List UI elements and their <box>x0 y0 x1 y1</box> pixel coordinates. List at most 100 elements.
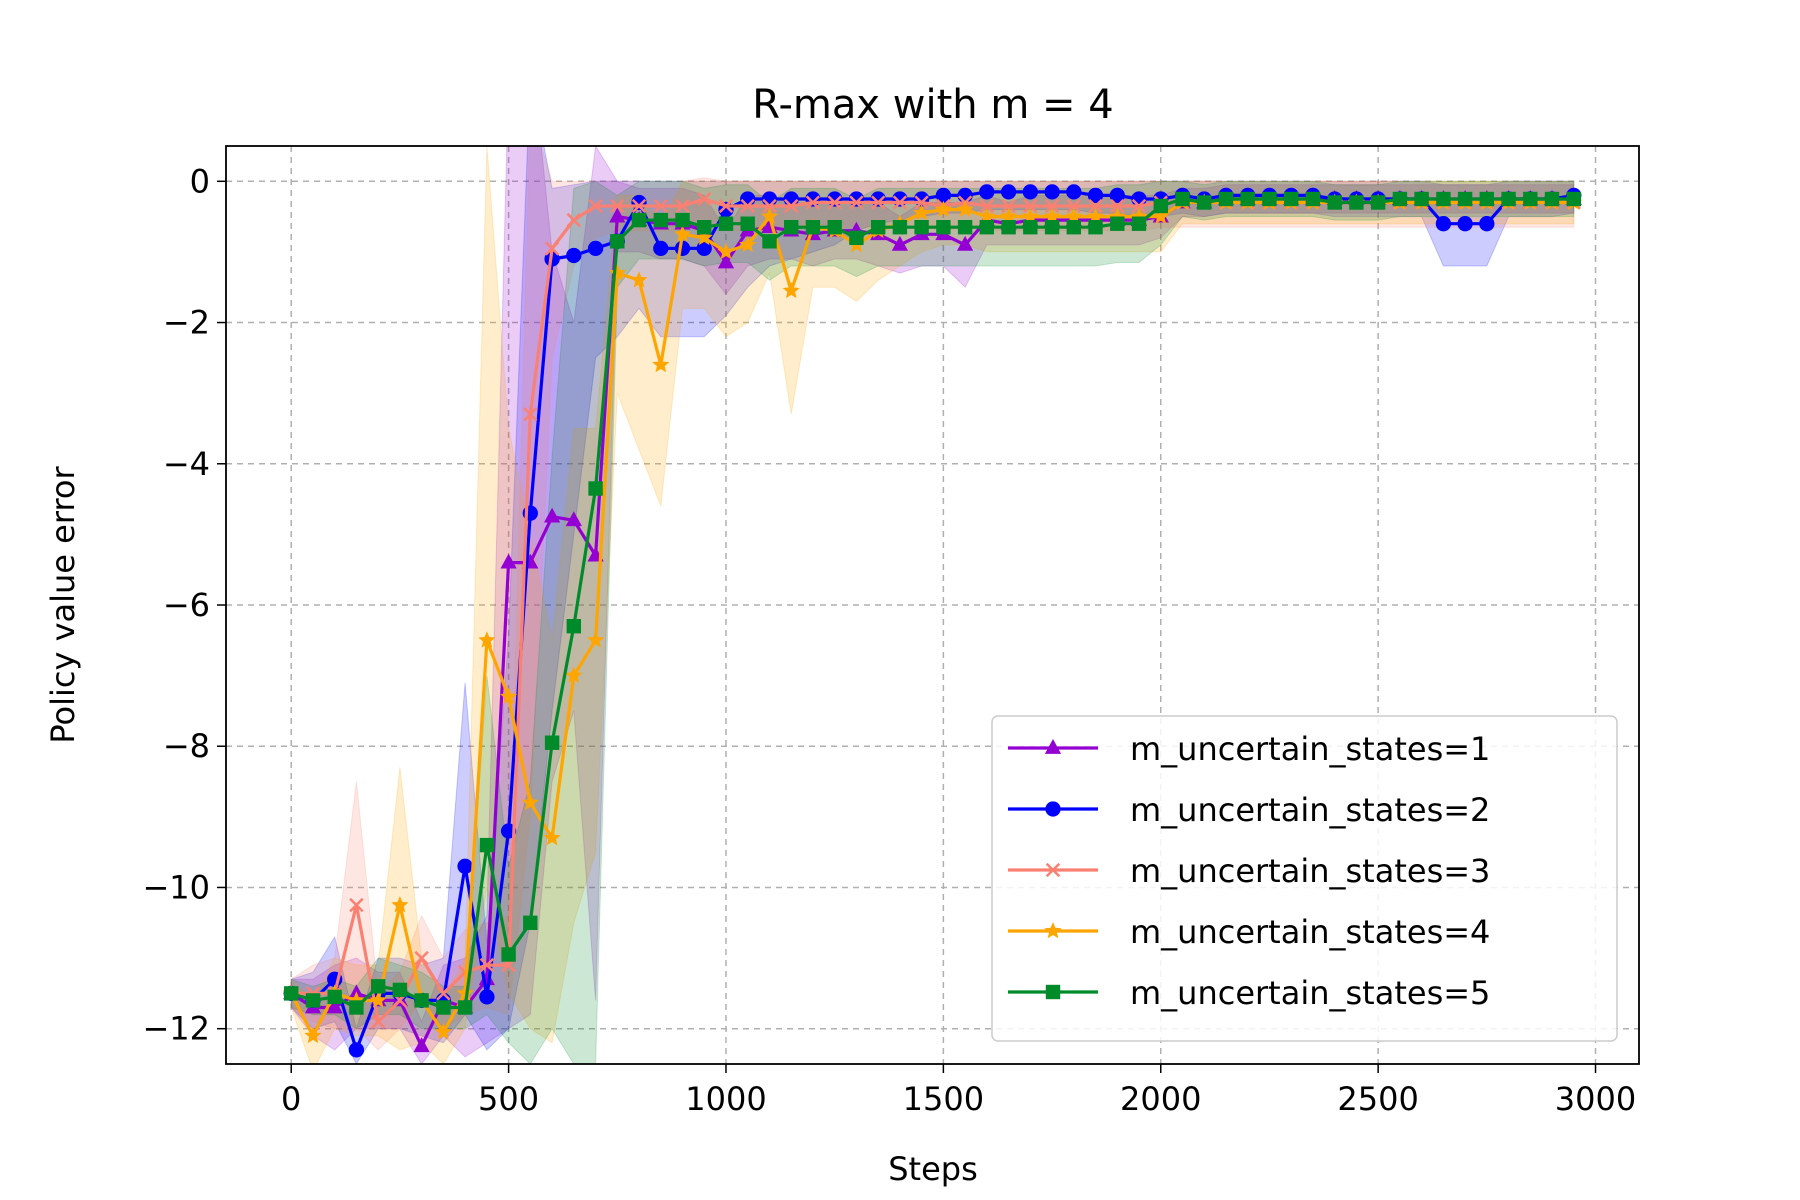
y-tick-label: −8 <box>163 727 210 765</box>
legend-marker <box>1044 739 1062 754</box>
legend-marker <box>1045 984 1061 1000</box>
data-point <box>348 1042 365 1058</box>
data-point <box>413 1037 430 1053</box>
data-point <box>935 187 952 204</box>
data-point <box>652 355 670 373</box>
data-point <box>631 198 647 214</box>
data-point <box>523 407 538 422</box>
legend-marker <box>1045 801 1061 817</box>
legend-marker <box>1044 922 1062 939</box>
data-point <box>739 235 757 253</box>
data-point <box>697 220 712 235</box>
data-point <box>414 993 429 1008</box>
data-point <box>805 220 821 235</box>
data-point <box>870 191 886 207</box>
legend-item-5: m_uncertain_states=5 <box>1008 974 1490 1012</box>
data-point <box>631 212 647 228</box>
data-point <box>892 195 908 210</box>
data-point <box>588 481 603 496</box>
data-point <box>1088 220 1103 235</box>
legend-label: m_uncertain_states=2 <box>1130 791 1490 829</box>
data-point <box>371 979 386 994</box>
data-point <box>327 989 342 1005</box>
data-point <box>1023 220 1038 235</box>
y-tick-label: −10 <box>142 868 210 906</box>
data-point <box>544 735 560 750</box>
x-tick-label: 1000 <box>685 1080 766 1118</box>
data-point <box>1044 220 1060 235</box>
data-point <box>456 984 474 1001</box>
data-point <box>1131 216 1147 231</box>
x-tick-label: 500 <box>478 1080 539 1118</box>
data-point <box>1131 198 1147 214</box>
data-point <box>479 837 495 853</box>
data-point <box>653 198 668 214</box>
data-point <box>610 198 625 214</box>
data-point <box>827 220 842 235</box>
data-point <box>479 989 495 1005</box>
data-point <box>892 191 908 207</box>
data-point <box>979 198 994 214</box>
data-point <box>1000 207 1018 224</box>
data-point <box>784 220 799 235</box>
data-point <box>1000 184 1017 200</box>
data-point <box>630 271 648 288</box>
legend-label: m_uncertain_states=1 <box>1130 730 1490 768</box>
data-point <box>848 191 865 207</box>
data-point <box>934 200 952 217</box>
legend-item-4: m_uncertain_states=4 <box>1008 913 1490 951</box>
y-tick-label: −4 <box>163 445 210 483</box>
data-point <box>1152 207 1170 224</box>
legend-item-3: m_uncertain_states=3 <box>1008 852 1490 890</box>
data-point <box>717 242 735 260</box>
data-point <box>1523 191 1538 207</box>
data-point <box>1023 198 1038 214</box>
data-point <box>1044 198 1060 214</box>
data-point <box>479 957 495 973</box>
data-point <box>1175 191 1190 207</box>
data-point <box>978 207 996 224</box>
data-point <box>1001 198 1016 214</box>
data-point <box>936 220 951 235</box>
y-axis-ticks: 0 −2 −4 −6 −8 −10 −12 <box>142 162 226 1048</box>
data-point <box>587 240 604 257</box>
data-point <box>957 220 973 235</box>
data-point <box>521 793 539 810</box>
data-point <box>304 1026 322 1044</box>
data-point <box>391 896 409 913</box>
series-5 <box>284 191 1581 1015</box>
legend-item-1: m_uncertain_states=1 <box>1008 730 1490 768</box>
data-point <box>1153 198 1168 214</box>
legend-label: m_uncertain_states=4 <box>1130 913 1490 951</box>
data-point <box>695 228 713 246</box>
legend: m_uncertain_states=1 m_uncertain_states=2… <box>991 715 1618 1042</box>
data-point <box>760 207 779 224</box>
data-point <box>369 991 387 1008</box>
data-point <box>849 195 864 210</box>
data-point <box>543 829 561 846</box>
data-point <box>610 234 625 249</box>
data-point <box>544 241 560 256</box>
data-point <box>653 240 669 257</box>
data-point <box>673 225 692 242</box>
y-tick-label: −2 <box>163 304 210 342</box>
data-point <box>957 235 974 251</box>
data-point <box>565 511 582 527</box>
data-point <box>740 216 755 231</box>
x-tick-label: 1500 <box>903 1080 984 1118</box>
confidence-band-5 <box>290 180 1575 1064</box>
chart-title: R-max with m = 4 <box>752 82 1113 128</box>
data-point <box>1086 207 1105 224</box>
data-point <box>1197 195 1212 210</box>
data-point <box>827 195 842 210</box>
data-point <box>1066 184 1082 200</box>
data-point <box>914 220 929 235</box>
data-point <box>675 198 690 214</box>
data-point <box>1066 220 1081 235</box>
data-point <box>305 993 321 1008</box>
data-point <box>1479 191 1494 207</box>
data-point <box>1043 207 1061 224</box>
data-point <box>740 198 755 214</box>
data-point <box>565 666 583 683</box>
